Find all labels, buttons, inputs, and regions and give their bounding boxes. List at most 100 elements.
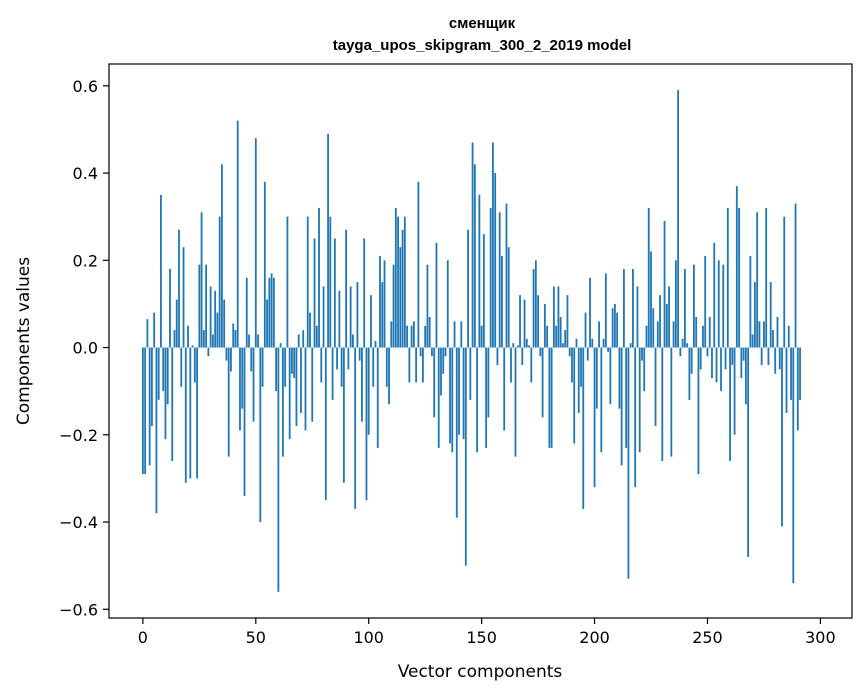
bar-247 xyxy=(699,347,702,370)
bar-250 xyxy=(706,347,709,357)
bar-43 xyxy=(239,347,241,431)
bar-120 xyxy=(412,321,415,348)
bar-94 xyxy=(354,347,357,509)
bar-232 xyxy=(665,303,668,348)
bar-278 xyxy=(769,282,772,348)
bar-189 xyxy=(568,347,571,357)
bar-266 xyxy=(742,347,745,361)
plot-frame xyxy=(108,63,853,619)
bar-66 xyxy=(291,347,293,374)
bar-60 xyxy=(277,347,280,592)
bar-41 xyxy=(234,330,237,348)
bar-194 xyxy=(580,347,582,387)
bar-280 xyxy=(774,347,777,374)
bar-96 xyxy=(358,347,361,361)
bar-151 xyxy=(482,234,485,348)
bar-27 xyxy=(202,330,205,348)
bar-192 xyxy=(575,338,578,348)
bar-200 xyxy=(593,347,596,488)
y-axis-label: Components values xyxy=(14,257,34,425)
bar-158 xyxy=(498,212,501,348)
x-tick-label: 100 xyxy=(353,628,384,647)
bar-26 xyxy=(200,212,203,348)
bar-67 xyxy=(293,347,296,379)
bar-68 xyxy=(295,347,298,427)
bar-75 xyxy=(311,347,314,422)
bar-86 xyxy=(336,347,338,370)
bar-97 xyxy=(361,347,363,422)
bar-208 xyxy=(611,308,614,348)
bar-131 xyxy=(437,347,440,448)
bar-154 xyxy=(489,207,492,348)
bar-268 xyxy=(747,347,750,557)
bar-174 xyxy=(534,260,537,348)
bar-139 xyxy=(455,347,458,518)
bar-104 xyxy=(376,347,379,448)
y-tick-label: −0.4 xyxy=(59,513,98,532)
bar-25 xyxy=(198,264,201,348)
bar-272 xyxy=(756,212,759,348)
bar-52 xyxy=(259,347,262,523)
bar-238 xyxy=(679,347,682,357)
bar-130 xyxy=(435,242,438,348)
bar-124 xyxy=(422,347,424,383)
bar-233 xyxy=(668,286,670,348)
bar-32 xyxy=(214,290,217,348)
bar-279 xyxy=(772,330,774,348)
x-axis-label: Vector components xyxy=(398,662,563,682)
bar-142 xyxy=(462,347,465,440)
bar-215 xyxy=(627,347,630,579)
bar-47 xyxy=(248,334,250,348)
y-tick-label: −0.6 xyxy=(59,600,98,619)
bar-102 xyxy=(372,347,375,387)
bar-9 xyxy=(162,347,165,392)
bar-42 xyxy=(236,120,239,348)
bar-241 xyxy=(686,343,689,348)
bar-285 xyxy=(785,347,788,413)
bar-202 xyxy=(598,321,600,348)
bar-201 xyxy=(595,347,598,409)
x-tick-label: 300 xyxy=(805,628,836,647)
bar-243 xyxy=(690,347,693,374)
bar-245 xyxy=(695,317,698,348)
bar-249 xyxy=(704,255,707,348)
bar-152 xyxy=(485,347,488,448)
bar-276 xyxy=(765,207,768,348)
bar-101 xyxy=(370,295,372,348)
bar-10 xyxy=(164,347,167,440)
bar-106 xyxy=(381,282,384,348)
bar-244 xyxy=(693,264,695,348)
bar-256 xyxy=(720,347,722,392)
bar-53 xyxy=(261,347,264,387)
bar-195 xyxy=(582,347,585,509)
bar-81 xyxy=(324,347,327,501)
y-tick-label: −0.2 xyxy=(59,426,98,445)
bar-21 xyxy=(189,347,192,479)
bar-90 xyxy=(345,229,348,348)
x-tick-label: 200 xyxy=(579,628,610,647)
bar-186 xyxy=(562,343,564,348)
bar-161 xyxy=(505,203,508,348)
bar-121 xyxy=(415,347,418,383)
bar-40 xyxy=(232,323,235,348)
bar-287 xyxy=(790,347,792,400)
bar-99 xyxy=(365,347,368,501)
bar-257 xyxy=(722,264,725,348)
bar-123 xyxy=(419,347,422,357)
bar-23 xyxy=(193,347,196,383)
bar-281 xyxy=(776,317,779,348)
bar-148 xyxy=(476,347,479,453)
bar-111 xyxy=(392,264,395,348)
bar-80 xyxy=(322,286,325,348)
bar-140 xyxy=(458,347,460,435)
bar-162 xyxy=(507,247,510,348)
bar-274 xyxy=(760,347,763,365)
bar-55 xyxy=(266,299,268,348)
bar-155 xyxy=(492,142,494,348)
bar-165 xyxy=(514,347,517,457)
bar-107 xyxy=(383,260,386,348)
bar-126 xyxy=(426,264,429,348)
bar-70 xyxy=(300,347,302,413)
bar-163 xyxy=(510,347,512,383)
